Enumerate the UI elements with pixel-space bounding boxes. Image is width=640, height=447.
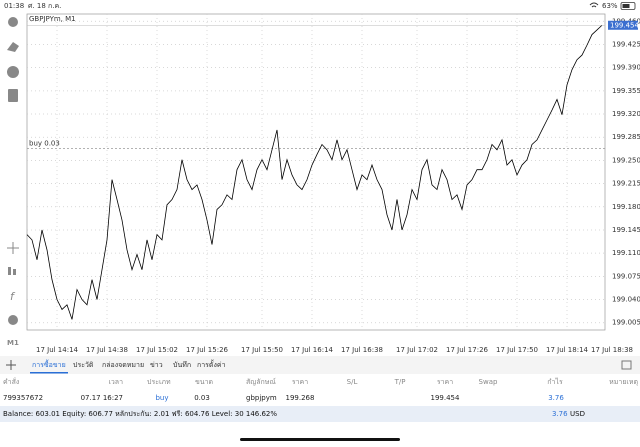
price-line: [26, 24, 603, 320]
cell-order: 799357672: [3, 394, 43, 402]
new-icon[interactable]: [8, 89, 18, 102]
column-header: ราคา: [437, 378, 453, 386]
indicator-icon-2[interactable]: [13, 269, 16, 275]
y-tick-label: 199.320: [612, 110, 640, 118]
tab[interactable]: การตั้งค่า: [197, 358, 226, 369]
total-profit: 3.76: [552, 410, 568, 418]
currency: USD: [570, 410, 585, 418]
timeframe-button[interactable]: M1: [7, 339, 19, 347]
cell-current-price: 199.454: [431, 394, 460, 402]
tab[interactable]: ข่าว: [150, 361, 163, 369]
x-tick-label: 17 Jul 17:02: [396, 346, 438, 354]
y-tick-label: 199.075: [612, 272, 640, 280]
current-price-label: 199.454: [610, 21, 639, 29]
x-tick-label: 17 Jul 15:50: [241, 346, 283, 354]
x-tick-label: 17 Jul 16:14: [291, 346, 334, 354]
tab[interactable]: กล่องจดหมาย: [102, 361, 144, 369]
y-tick-label: 199.215: [612, 180, 640, 188]
balance-bar: [0, 406, 640, 422]
balance-summary: Balance: 603.01 Equity: 606.77 หลักประกั…: [3, 410, 277, 418]
chart-frame: [26, 13, 606, 331]
order-label: buy 0.03: [29, 139, 60, 147]
add-button[interactable]: [6, 360, 16, 370]
x-tick-label: 17 Jul 18:14: [546, 346, 589, 354]
trade-icon[interactable]: [7, 42, 19, 52]
column-header: Swap: [479, 378, 498, 386]
y-tick-label: 199.285: [612, 133, 640, 141]
battery-level: [622, 4, 630, 8]
wifi-icon: [589, 2, 599, 8]
status-date: ศ. 18 ก.ค.: [28, 2, 61, 10]
column-header: ราคา: [292, 378, 308, 386]
y-tick-label: 199.145: [612, 226, 640, 234]
layout-button[interactable]: [621, 360, 632, 370]
battery-icon: [620, 2, 636, 10]
cell-symbol: gbpjpym: [246, 394, 277, 402]
column-header: กำไร: [547, 377, 563, 386]
active-tab-underline: [30, 372, 68, 374]
column-header: หมายเหตุ: [609, 378, 638, 386]
x-tick-label: 17 Jul 17:26: [446, 346, 489, 354]
x-tick-label: 17 Jul 14:14: [36, 346, 79, 354]
chat-icon[interactable]: [7, 66, 19, 78]
indicator-icon[interactable]: [8, 267, 11, 275]
y-tick-label: 199.180: [612, 203, 640, 211]
column-header: ขนาด: [195, 378, 213, 386]
cell-type: buy: [155, 394, 168, 402]
tab-bar: [0, 356, 640, 374]
column-header: สัญลักษณ์: [246, 378, 276, 386]
x-tick-label: 17 Jul 15:02: [136, 346, 178, 354]
objects-icon[interactable]: [8, 315, 18, 325]
sidebar: f: [7, 17, 19, 325]
x-tick-label: 17 Jul 16:38: [341, 346, 383, 354]
x-tick-label: 17 Jul 17:50: [496, 346, 538, 354]
column-header: ประเภท: [147, 378, 171, 386]
x-tick-label: 17 Jul 14:38: [86, 346, 128, 354]
function-icon[interactable]: f: [10, 290, 16, 303]
column-header: S/L: [347, 378, 358, 386]
y-tick-label: 199.005: [612, 319, 640, 327]
column-header: T/P: [394, 378, 406, 386]
y-tick-label: 199.110: [612, 249, 640, 257]
battery-text: 63%: [602, 2, 618, 10]
cell-profit: 3.76: [548, 394, 564, 402]
y-tick-label: 199.250: [612, 156, 640, 164]
cell-time: 07.17 16:27: [81, 394, 123, 402]
y-tick-label: 199.040: [612, 296, 640, 304]
tab[interactable]: ประวัติ: [73, 361, 94, 369]
y-tick-label: 199.355: [612, 87, 640, 95]
status-time: 01:38: [4, 2, 24, 10]
y-tick-label: 199.425: [612, 40, 640, 48]
home-indicator: [240, 438, 400, 441]
tab[interactable]: บันทึก: [173, 360, 191, 369]
tab[interactable]: การซื้อขาย: [32, 358, 66, 369]
current-price-box: [608, 20, 638, 30]
cell-open-price: 199.268: [286, 394, 315, 402]
cell-size: 0.03: [194, 394, 210, 402]
x-tick-label: 17 Jul 15:26: [186, 346, 229, 354]
crosshair-icon[interactable]: [7, 242, 19, 254]
column-header: คำสั่ง: [3, 377, 19, 386]
y-tick-label: 199.390: [612, 64, 640, 72]
account-icon[interactable]: [8, 17, 18, 27]
column-header: เวลา: [108, 378, 123, 386]
x-tick-label: 17 Jul 18:38: [591, 346, 633, 354]
chart-title: GBPJPYm, M1: [29, 15, 76, 23]
